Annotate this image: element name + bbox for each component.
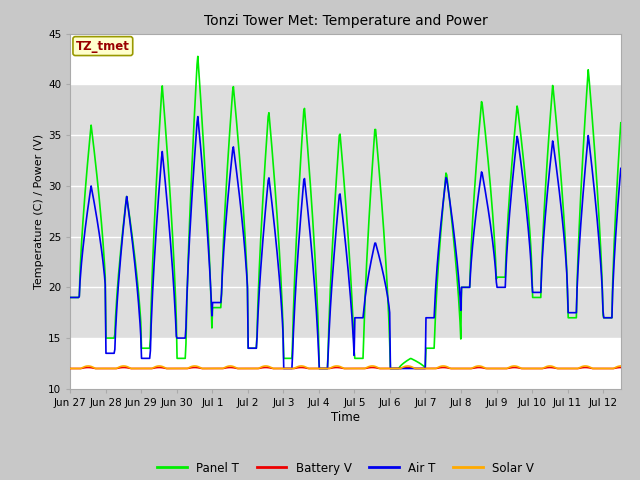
Panel T <box>143 345 151 351</box>
Air T <box>194 114 202 120</box>
Line: Panel T: Panel T <box>70 56 621 369</box>
Battery V <box>461 366 469 372</box>
Air T <box>280 366 287 372</box>
X-axis label: Time: Time <box>331 410 360 424</box>
Line: Battery V: Battery V <box>70 368 621 369</box>
Text: TZ_tmet: TZ_tmet <box>76 39 130 53</box>
Battery V <box>68 366 76 372</box>
Panel T <box>68 295 76 300</box>
Solar V <box>143 366 151 372</box>
Solar V <box>461 366 469 372</box>
Title: Tonzi Tower Met: Temperature and Power: Tonzi Tower Met: Temperature and Power <box>204 14 488 28</box>
Air T <box>324 366 332 372</box>
Line: Solar V: Solar V <box>70 366 621 369</box>
Panel T <box>617 120 625 126</box>
Battery V <box>475 365 483 371</box>
Panel T <box>302 124 310 130</box>
Panel T <box>476 116 484 121</box>
Solar V <box>68 366 76 372</box>
Battery V <box>322 366 330 372</box>
Legend: Panel T, Battery V, Air T, Solar V: Panel T, Battery V, Air T, Solar V <box>152 457 539 480</box>
Air T <box>67 295 74 300</box>
Solar V <box>475 363 483 369</box>
Solar V <box>617 363 625 369</box>
Battery V <box>143 366 151 372</box>
Panel T <box>194 53 202 59</box>
Panel T <box>316 366 323 372</box>
Air T <box>303 197 310 203</box>
Battery V <box>617 365 625 371</box>
Battery V <box>301 365 309 371</box>
Battery V <box>67 366 74 372</box>
Bar <box>70 84 621 338</box>
Solar V <box>301 364 309 370</box>
Air T <box>143 356 151 361</box>
Air T <box>463 285 470 290</box>
Y-axis label: Temperature (C) / Power (V): Temperature (C) / Power (V) <box>34 133 44 289</box>
Panel T <box>67 295 74 300</box>
Air T <box>476 180 484 185</box>
Air T <box>68 295 76 300</box>
Air T <box>617 166 625 171</box>
Panel T <box>463 285 470 290</box>
Solar V <box>67 366 74 372</box>
Line: Air T: Air T <box>70 117 621 369</box>
Solar V <box>322 366 330 372</box>
Panel T <box>324 366 332 372</box>
